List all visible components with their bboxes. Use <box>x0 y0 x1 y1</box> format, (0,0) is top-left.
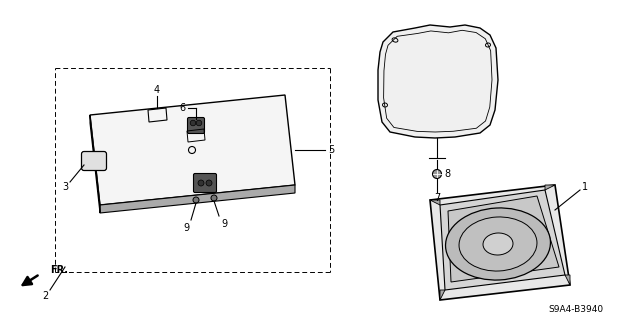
Circle shape <box>190 120 196 126</box>
Text: 3: 3 <box>62 182 68 192</box>
FancyBboxPatch shape <box>188 117 205 133</box>
Polygon shape <box>448 196 559 282</box>
Circle shape <box>211 195 217 201</box>
Text: 7: 7 <box>434 193 440 203</box>
Circle shape <box>206 180 212 186</box>
Text: 1: 1 <box>582 182 588 192</box>
Polygon shape <box>100 185 295 213</box>
Text: 6: 6 <box>179 103 185 113</box>
FancyBboxPatch shape <box>193 173 216 193</box>
Polygon shape <box>90 95 295 205</box>
Polygon shape <box>430 185 570 300</box>
Circle shape <box>433 170 442 179</box>
Polygon shape <box>565 275 570 285</box>
Polygon shape <box>440 190 565 290</box>
Text: 5: 5 <box>328 145 334 155</box>
Ellipse shape <box>483 233 513 255</box>
Text: FR.: FR. <box>50 265 68 275</box>
Text: 9: 9 <box>183 223 189 233</box>
Polygon shape <box>545 185 555 190</box>
Ellipse shape <box>445 208 550 280</box>
Circle shape <box>198 180 204 186</box>
Ellipse shape <box>459 217 537 271</box>
Text: 4: 4 <box>154 85 160 95</box>
Polygon shape <box>430 200 440 205</box>
Text: 9: 9 <box>221 219 227 229</box>
Circle shape <box>193 197 199 203</box>
Text: 8: 8 <box>444 169 450 179</box>
Polygon shape <box>440 290 445 300</box>
Polygon shape <box>90 115 100 213</box>
Text: 2: 2 <box>42 291 48 301</box>
Text: S9A4-B3940: S9A4-B3940 <box>548 306 604 315</box>
FancyBboxPatch shape <box>81 151 106 171</box>
Polygon shape <box>378 25 498 138</box>
Circle shape <box>196 120 202 126</box>
